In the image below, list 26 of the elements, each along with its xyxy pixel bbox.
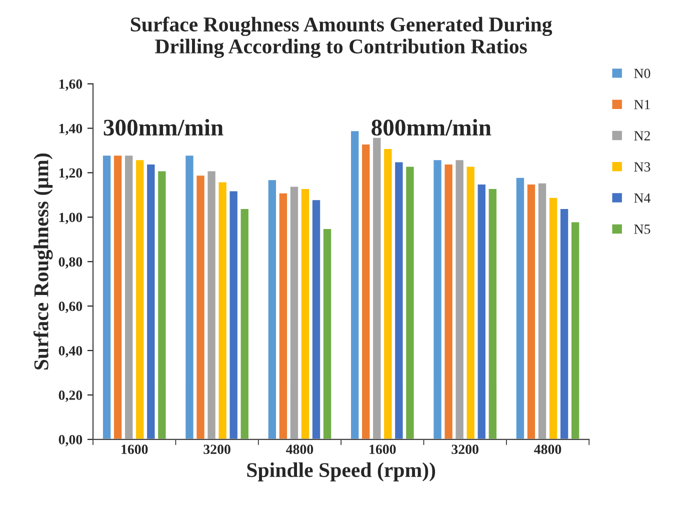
legend-label: N0: [634, 68, 650, 78]
x-tick-label: 4800: [534, 444, 562, 454]
y-tick-label: 0,20: [58, 390, 82, 402]
legend-label: N3: [634, 162, 650, 172]
y-tick-label: 1,00: [59, 212, 82, 224]
y-axis-title: Surface Roughness (µm): [33, 154, 53, 370]
x-tick-label: 1600: [370, 444, 396, 454]
x-tick-label: 3200: [204, 444, 230, 454]
x-axis-title: Spindle Speed (rpm)): [247, 462, 436, 482]
y-tick-label: 0,60: [58, 302, 82, 314]
y-tick-label: 1,40: [59, 124, 82, 136]
legend-label: N4: [634, 193, 650, 203]
x-tick-label: 1600: [122, 444, 148, 454]
annotation: 800mm/min: [372, 119, 492, 136]
y-tick-label: 0,80: [58, 257, 82, 269]
annotation: 300mm/min: [104, 119, 224, 136]
x-tick-label: 3200: [452, 444, 478, 454]
legend-label: N1: [634, 100, 650, 110]
y-tick-label: 1,20: [59, 168, 82, 180]
legend-label: N2: [634, 131, 650, 140]
y-tick-label: 0,00: [58, 435, 82, 446]
y-tick-label: 0,40: [58, 346, 82, 358]
x-tick-label: 4800: [286, 444, 314, 454]
y-tick-label: 1,60: [59, 79, 82, 91]
legend-label: N5: [634, 224, 650, 234]
chart-title: Surface Roughness Amounts Generated During Drilling According to Contribution Ratios: [130, 16, 552, 58]
